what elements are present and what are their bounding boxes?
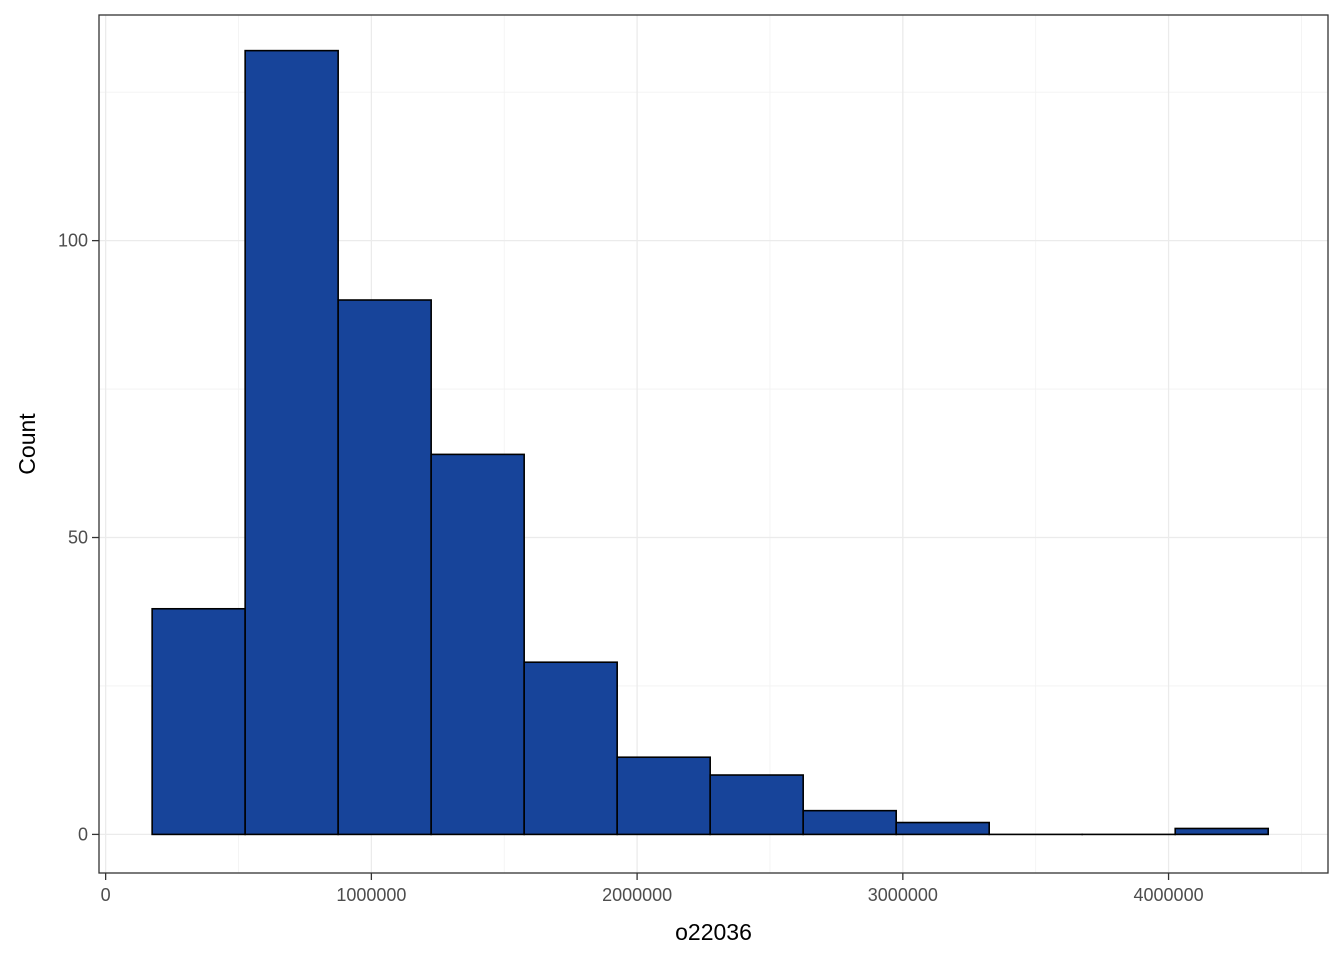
y-tick-label: 50 [68, 528, 88, 548]
x-tick-label: 0 [101, 885, 111, 905]
x-tick-label: 2000000 [602, 885, 672, 905]
histogram-bar [523, 661, 618, 836]
histogram-bar [337, 299, 432, 836]
histogram-bar [616, 756, 711, 836]
histogram-bar [802, 809, 897, 836]
histogram-bar [895, 821, 990, 836]
histogram-bar [709, 774, 804, 836]
x-tick-label: 4000000 [1134, 885, 1204, 905]
histogram-bar [1174, 827, 1270, 836]
x-tick-label: 1000000 [336, 885, 406, 905]
histogram-bar [151, 607, 246, 836]
y-axis-title: Count [14, 413, 40, 475]
histogram-bars [151, 49, 1270, 836]
y-axis: 0 50 100 [58, 231, 99, 844]
histogram-bar [430, 453, 525, 836]
panel-border [98, 14, 1329, 874]
histogram-bar [244, 49, 339, 836]
x-axis-title: o22036 [675, 919, 752, 945]
x-axis: 0 1000000 2000000 3000000 4000000 [101, 873, 1204, 905]
y-tick-label: 100 [58, 231, 88, 251]
y-tick-label: 0 [78, 824, 88, 844]
x-tick-label: 3000000 [868, 885, 938, 905]
